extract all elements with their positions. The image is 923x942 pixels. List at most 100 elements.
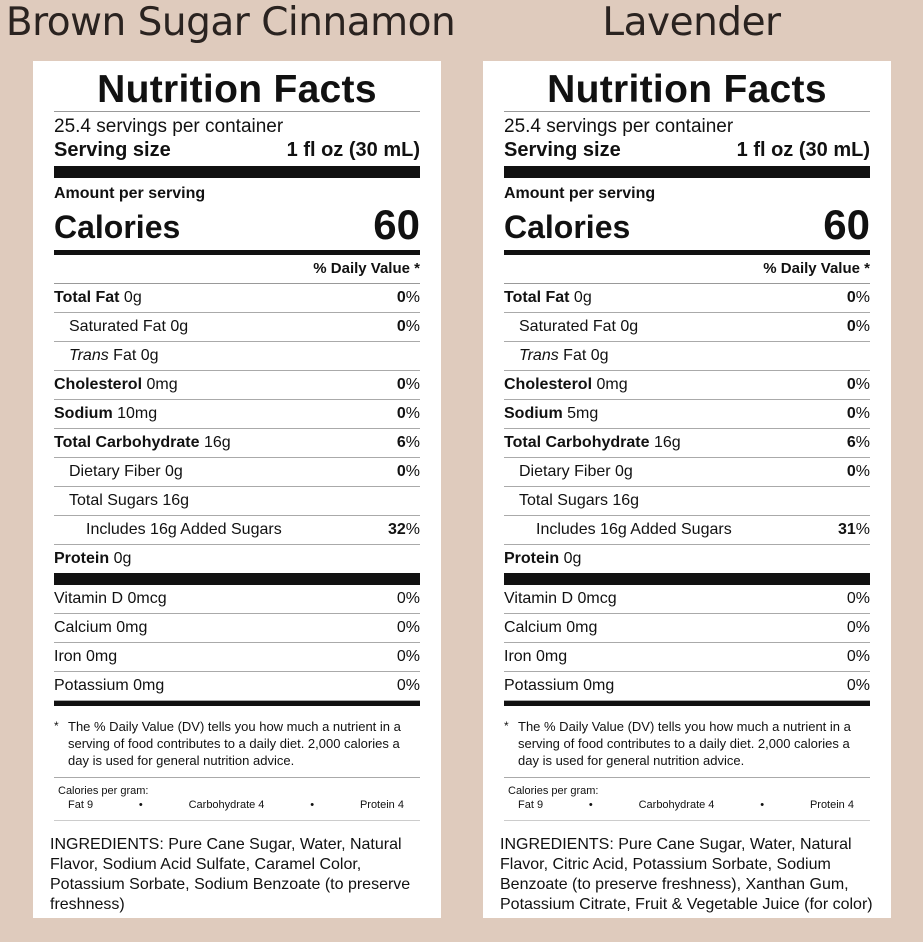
nutrient-name: Includes 16g Added Sugars [504,521,732,539]
nutrient-row-protein: Protein 0g [504,545,870,573]
calories-per-gram-item: Protein 4 [359,799,404,811]
daily-value-number: 0 [846,318,856,335]
daily-value-percent-sign: % [855,376,870,393]
nutrient-amount: 0g [559,550,582,567]
vitamin-row: Calcium 0mg 0% [54,614,420,643]
calories-per-gram-item: Fat 9 [518,799,544,811]
ingredients-text: INGREDIENTS: Pure Cane Sugar, Water, Nat… [50,836,411,913]
daily-value-percent-sign: % [855,405,870,422]
vitamin-row: Calcium 0mg 0% [504,614,870,643]
nutrient-label: Includes 16g Added Sugars [86,521,282,538]
nutrition-facts-title: Nutrition Facts [547,68,827,111]
nutrient-amount: 16g [157,492,190,509]
nutrient-name: Cholesterol 0mg [504,376,628,394]
nutrient-row-saturated-fat: Saturated Fat 0g 0% [54,313,420,342]
flavor-title-brown-sugar-cinnamon: Brown Sugar Cinnamon [5,0,456,45]
medium-divider [504,701,870,706]
daily-value-percent-sign: % [405,463,420,480]
nutrient-amount: 0g [569,289,592,306]
nutrient-name: Sodium 10mg [54,405,157,423]
daily-value-number: 0 [846,376,856,393]
nutrient-row-cholesterol: Cholesterol 0mg 0% [504,371,870,400]
bullet-separator: • [588,799,593,811]
daily-value-percent-sign: % [405,376,420,393]
nutrient-amount: Fat 0g [558,347,609,364]
daily-value-number: 0 [396,376,406,393]
servings-per-container: 25.4 servings per container [54,116,284,137]
nutrient-name: Total Fat 0g [504,289,592,307]
nutrient-row-added-sugars: Includes 16g Added Sugars 31% [504,516,870,545]
daily-value-number: 6 [846,434,856,451]
nutrient-amount: 0g [160,463,183,480]
nutrient-label: Protein [504,550,560,567]
nutrient-label: Cholesterol [54,376,143,393]
nutrient-name: Dietary Fiber 0g [54,463,183,481]
calories-per-gram-values: Fat 9 • Carbohydrate 4 • Protein 4 [58,798,420,812]
vitamin-name: Calcium 0mg [54,619,148,636]
daily-value-number: 0 [396,318,406,335]
calories-per-gram-item: Fat 9 [68,799,94,811]
serving-size-value: 1 fl oz (30 mL) [736,139,870,161]
nutrient-name: Includes 16g Added Sugars [54,521,282,539]
nutrient-name: Trans Fat 0g [54,347,159,365]
vitamin-daily-value: 0% [846,648,870,665]
vitamin-name: Iron 0mg [54,648,118,665]
nutrient-daily-value: 0% [847,463,870,481]
nutrient-daily-value: 6% [847,434,870,452]
vitamin-daily-value: 0% [396,648,420,665]
thick-divider [504,166,870,178]
nutrient-label: Dietary Fiber [69,463,161,480]
divider [54,111,420,112]
daily-value-header: % Daily Value * [54,255,420,284]
bullet-separator: • [138,799,143,811]
amount-per-serving: Amount per serving [54,185,206,202]
nutrient-amount: 0g [119,289,142,306]
calories-label: Calories [504,209,631,245]
thick-divider [504,573,870,585]
calories-label: Calories [54,209,181,245]
nutrient-label: Dietary Fiber [519,463,611,480]
daily-value-percent-sign: % [405,521,420,538]
serving-size-row: Serving size 1 fl oz (30 mL) [54,138,420,162]
calories-per-gram-label: Calories per gram: [58,785,149,797]
bullet-separator: • [760,799,765,811]
daily-value-number: 0 [846,289,856,306]
servings-per-container: 25.4 servings per container [504,116,734,137]
medium-divider [54,701,420,706]
divider [504,111,870,112]
nutrient-row-total-fat: Total Fat 0g 0% [504,284,870,313]
ingredients-text: INGREDIENTS: Pure Cane Sugar, Water, Nat… [500,836,873,913]
vitamin-row: Iron 0mg 0% [504,643,870,672]
divider [504,820,870,821]
daily-value-number: 0 [396,463,406,480]
vitamin-name: Iron 0mg [504,648,568,665]
nutrition-label-lavender: Nutrition Facts 25.4 servings per contain… [483,61,891,918]
daily-value-percent-sign: % [855,463,870,480]
nutrient-name: Dietary Fiber 0g [504,463,633,481]
nutrient-daily-value: 0% [397,289,420,307]
nutrient-row-saturated-fat: Saturated Fat 0g 0% [504,313,870,342]
nutrient-row-cholesterol: Cholesterol 0mg 0% [54,371,420,400]
amount-per-serving: Amount per serving [504,185,656,202]
nutrient-name: Total Sugars 16g [504,492,639,510]
vitamin-name: Calcium 0mg [504,619,598,636]
daily-value-percent-sign: % [855,289,870,306]
daily-value-number: 31 [837,521,856,538]
nutrient-amount: Fat 0g [108,347,159,364]
nutrient-amount: 0mg [142,376,178,393]
nutrient-daily-value: 0% [397,405,420,423]
nutrient-daily-value: 0% [847,376,870,394]
bullet-separator: • [310,799,315,811]
nutrient-row-trans-fat: Trans Fat 0g [504,342,870,371]
nutrient-label: Trans [519,347,559,364]
daily-value-percent-sign: % [405,289,420,306]
nutrient-amount: 0g [109,550,132,567]
daily-value-percent-sign: % [855,434,870,451]
daily-value-number: 0 [396,405,406,422]
footnote-asterisk: * [504,719,509,733]
nutrient-name: Protein 0g [54,550,131,568]
nutrient-label: Includes 16g Added Sugars [536,521,732,538]
nutrient-row-total-sugars: Total Sugars 16g [504,487,870,516]
nutrient-label: Total Carbohydrate [54,434,200,451]
nutrient-label: Trans [69,347,109,364]
